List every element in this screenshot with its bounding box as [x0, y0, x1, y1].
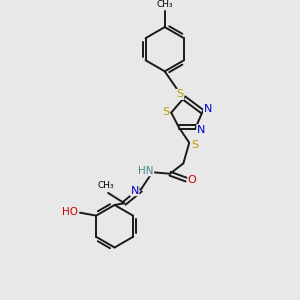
Text: N: N: [197, 125, 205, 135]
Text: O: O: [188, 175, 197, 185]
Text: S: S: [162, 107, 169, 117]
Text: HN: HN: [138, 166, 154, 176]
Text: CH₃: CH₃: [98, 181, 114, 190]
Text: N: N: [204, 104, 212, 114]
Text: N: N: [130, 185, 139, 196]
Text: S: S: [176, 89, 184, 99]
Text: S: S: [191, 140, 198, 150]
Text: CH₃: CH₃: [156, 0, 173, 9]
Text: HO: HO: [61, 207, 78, 217]
